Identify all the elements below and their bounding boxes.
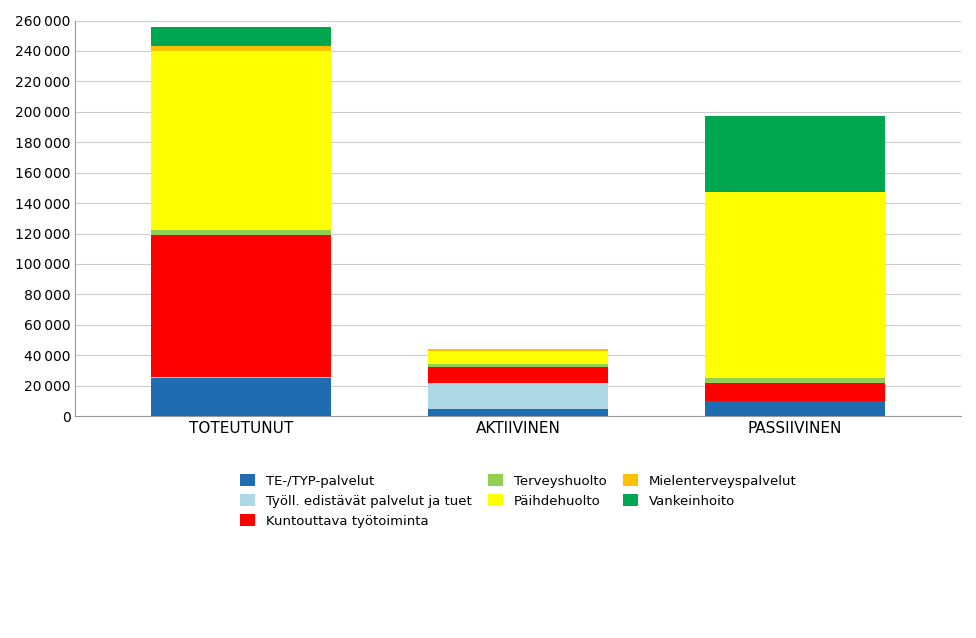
Bar xyxy=(428,383,608,408)
Legend: TE-/TYP-palvelut, Työll. edistävät palvelut ja tuet, Kuntouttava työtoiminta, Te: TE-/TYP-palvelut, Työll. edistävät palve… xyxy=(240,474,796,528)
Bar xyxy=(428,351,608,364)
Bar xyxy=(428,364,608,367)
Bar xyxy=(151,230,332,235)
Bar xyxy=(705,378,885,383)
Bar xyxy=(428,367,608,383)
Bar xyxy=(428,408,608,416)
Bar xyxy=(151,51,332,230)
Bar xyxy=(428,349,608,351)
Bar xyxy=(151,27,332,47)
Bar xyxy=(705,383,885,401)
Bar xyxy=(151,378,332,416)
Bar xyxy=(705,193,885,378)
Bar xyxy=(705,116,885,193)
Bar xyxy=(151,235,332,376)
Bar xyxy=(151,47,332,51)
Bar xyxy=(705,401,885,416)
Bar xyxy=(151,376,332,378)
